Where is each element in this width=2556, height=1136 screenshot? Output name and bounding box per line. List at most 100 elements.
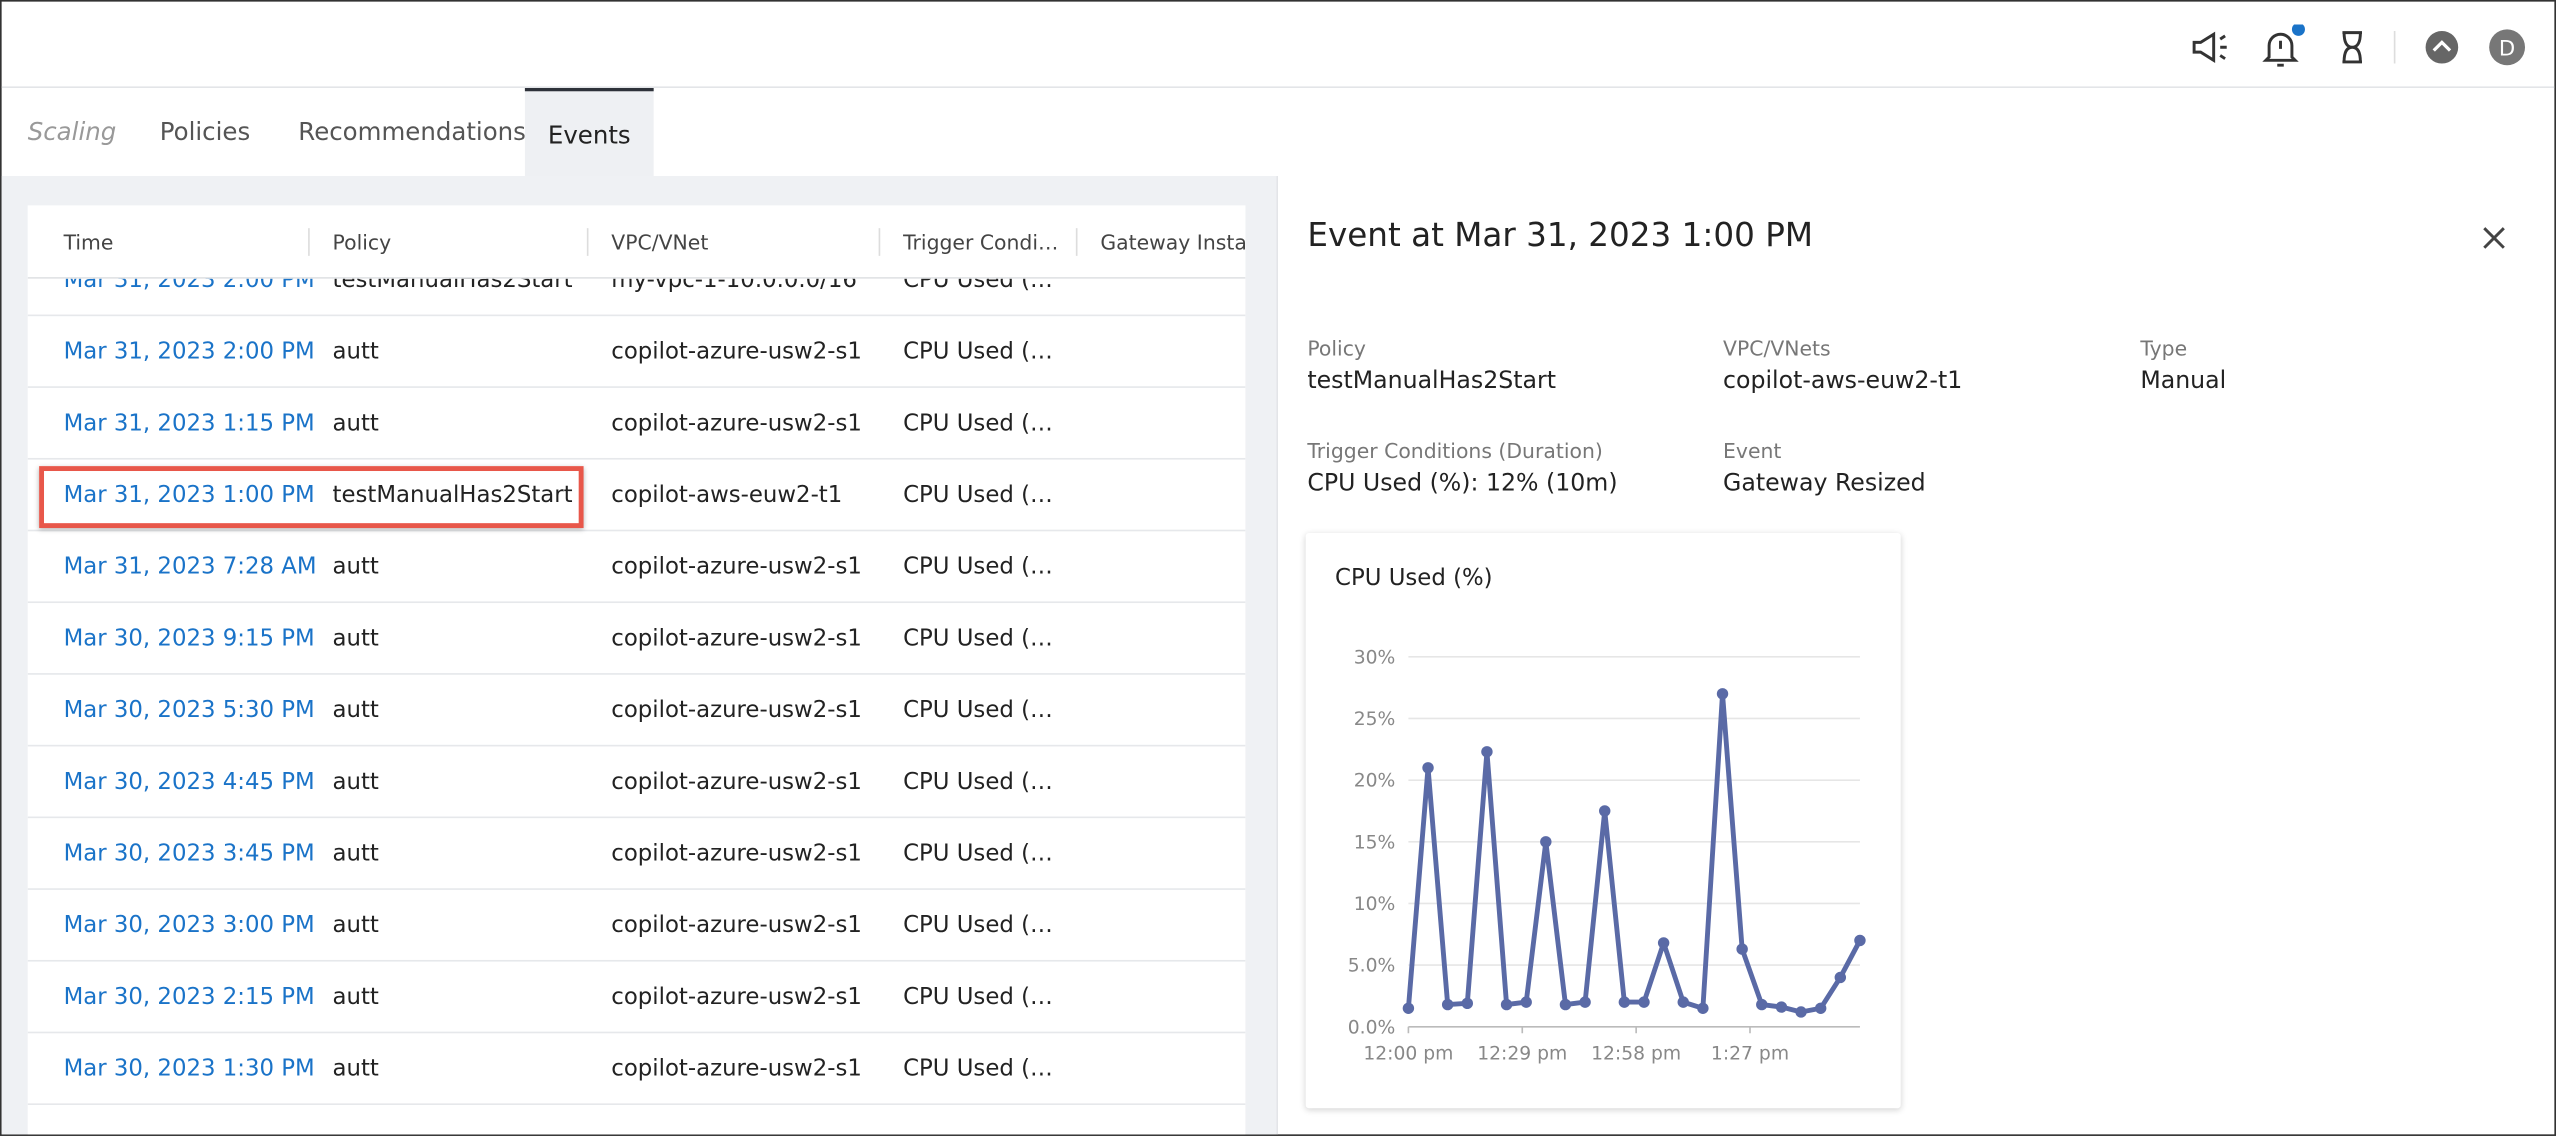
table-cell: copilot-azure-usw2-s1 (611, 554, 862, 581)
table-cell: autt (332, 984, 379, 1011)
table-cell: CPU Used (… (903, 984, 1053, 1011)
time-link: Mar 30, 2023 5:30 PM (63, 697, 315, 724)
table-cell: autt (332, 840, 379, 868)
table-cell: copilot-azure-usw2-s1 (611, 697, 862, 724)
table-row[interactable]: Mar 30, 2023 4:45 PM autt copilot-azure-us… (27, 746, 1246, 819)
chart: 0.0% 5.0% 10% 15% 20% 25% 30% 12:00 pm 12:29 pm 1… (1348, 647, 1866, 1064)
table-row[interactable]: Mar 30, 2023 3:45 PM autt copilot-azure-us… (27, 818, 1246, 890)
table-cell: autt (332, 554, 379, 581)
table-row[interactable]: Mar 31, 2023 7:28 AM autt copilot-azure-us… (27, 531, 1246, 604)
column-header: VPC/VNet (611, 229, 709, 255)
timer-icon[interactable] (2342, 31, 2363, 64)
table-cell: copilot-azure-usw2-s1 (611, 769, 862, 796)
tab[interactable]: Scaling (27, 117, 117, 147)
notification-dot (2291, 24, 2305, 36)
data-point (1736, 943, 1748, 955)
time-link: Mar 30, 2023 2:15 PM (63, 984, 315, 1011)
tab-selected[interactable]: Events (524, 88, 654, 177)
table-header (27, 205, 1246, 279)
table-row[interactable]: Mar 30, 2023 3:00 PM autt copilot-azure-us… (27, 890, 1246, 962)
top-bar: D (1, 2, 2555, 89)
table-cell: autt (332, 338, 379, 366)
y-tick-label: 25% (1354, 709, 1396, 730)
highlight-box (39, 466, 584, 529)
table-cell: CPU Used (… (903, 625, 1053, 652)
data-point (1461, 997, 1474, 1010)
data-point (1716, 688, 1729, 700)
data-point (1657, 937, 1670, 949)
table-cell: copilot-aws-euw2-t1 (611, 482, 843, 509)
column-separator (586, 228, 589, 256)
collapse-button[interactable] (2425, 30, 2459, 64)
data-point (1834, 971, 1847, 984)
detail-title: Event at Mar 31, 2023 1:00 PM (1307, 215, 1814, 255)
time-link: Mar 30, 2023 4:45 PM (63, 769, 315, 796)
chart-title: CPU Used (%) (1335, 565, 1493, 592)
table-row[interactable]: Mar 31, 2023 2:00 PM autt copilot-azure-us… (27, 316, 1246, 388)
column-separator (1075, 228, 1078, 256)
data-line (1405, 691, 1863, 1015)
field-label: Trigger Conditions (Duration) (1307, 438, 1603, 463)
x-tick-label: 12:00 pm (1363, 1043, 1453, 1064)
tab[interactable]: Policies (159, 117, 251, 147)
table-cell: testManualHas2Start (332, 482, 573, 509)
data-point (1775, 1001, 1788, 1013)
time-link: Mar 30, 2023 3:45 PM (63, 840, 315, 868)
table-row[interactable]: Mar 30, 2023 9:15 PM autt copilot-azure-us… (27, 603, 1246, 675)
y-tick-label: 20% (1354, 771, 1396, 792)
x-tick-label: 12:58 pm (1591, 1043, 1681, 1064)
table-row[interactable]: Mar 31, 2023 1:15 PM autt copilot-azure-us… (27, 388, 1246, 460)
table-cell: autt (332, 625, 379, 652)
field-value: Manual (2140, 368, 2227, 395)
time-link: Mar 31, 2023 1:15 PM (63, 410, 315, 437)
avatar-letter: D (2499, 35, 2515, 60)
y-tick-label: 10% (1354, 894, 1396, 915)
close-button[interactable] (2481, 225, 2507, 251)
table-cell: CPU Used (… (903, 769, 1053, 796)
table-cell: autt (332, 912, 379, 939)
toolbar-icons: D (2192, 24, 2526, 67)
field-label: Event (1723, 438, 1782, 463)
chevron (2432, 40, 2452, 52)
y-tick-label: 0.0% (1348, 1017, 1396, 1038)
field-label: VPC/VNets (1723, 335, 1831, 361)
x-tick-label: 1:27 pm (1711, 1043, 1789, 1064)
y-tick-label: 5.0% (1348, 956, 1396, 977)
time-link: Mar 30, 2023 1:30 PM (63, 1056, 315, 1083)
data-point (1481, 746, 1493, 758)
time-link: Mar 31, 2023 2:00 PM (63, 338, 315, 366)
table-cell: copilot-azure-usw2-s1 (611, 625, 862, 652)
chart-card: CPU Used (%) 0.0% 5.0% 10% 15% 20% 25% 30% 12:0… (1305, 532, 1901, 1109)
field-value: CPU Used (%): 12% (10m) (1307, 471, 1618, 498)
column-separator (878, 228, 881, 256)
data-point (1854, 934, 1866, 947)
tab[interactable]: Recommendations (298, 117, 526, 147)
table-cell: autt (332, 410, 379, 437)
table-row[interactable]: Mar 30, 2023 5:30 PM autt copilot-azure-us… (27, 675, 1246, 747)
table-cell: CPU Used (… (903, 482, 1053, 509)
table-cell: copilot-azure-usw2-s1 (611, 840, 862, 868)
table-cell: copilot-azure-usw2-s1 (611, 912, 862, 939)
field-value: copilot-aws-euw2-t1 (1723, 368, 1963, 395)
bell-icon[interactable] (2262, 32, 2299, 67)
table-cell: CPU Used (… (903, 840, 1053, 868)
table-cell: CPU Used (… (903, 912, 1053, 939)
table-cell: copilot-azure-usw2-s1 (611, 1056, 862, 1083)
data-point (1402, 1002, 1415, 1014)
data-point (1441, 998, 1454, 1011)
table-cell: CPU Used (… (903, 554, 1053, 581)
announce-icon[interactable] (2192, 31, 2227, 63)
table-cell: CPU Used (… (903, 338, 1053, 366)
data-point (1540, 836, 1552, 848)
data-point (1579, 996, 1591, 1008)
field-value: Gateway Resized (1723, 471, 1926, 498)
data-point (1559, 998, 1572, 1011)
data-point (1756, 998, 1768, 1011)
avatar[interactable] (2489, 29, 2526, 66)
table-cell: copilot-azure-usw2-s1 (611, 410, 862, 437)
table-row[interactable]: Mar 31, 2023 1:00 PM testManualHas2Start c… (27, 460, 1246, 532)
data-point (1618, 996, 1631, 1008)
table-row[interactable]: Mar 30, 2023 1:30 PM autt copilot-azure-us… (27, 1033, 1246, 1106)
table-row[interactable]: Mar 30, 2023 2:15 PM autt copilot-azure-us… (27, 962, 1246, 1034)
